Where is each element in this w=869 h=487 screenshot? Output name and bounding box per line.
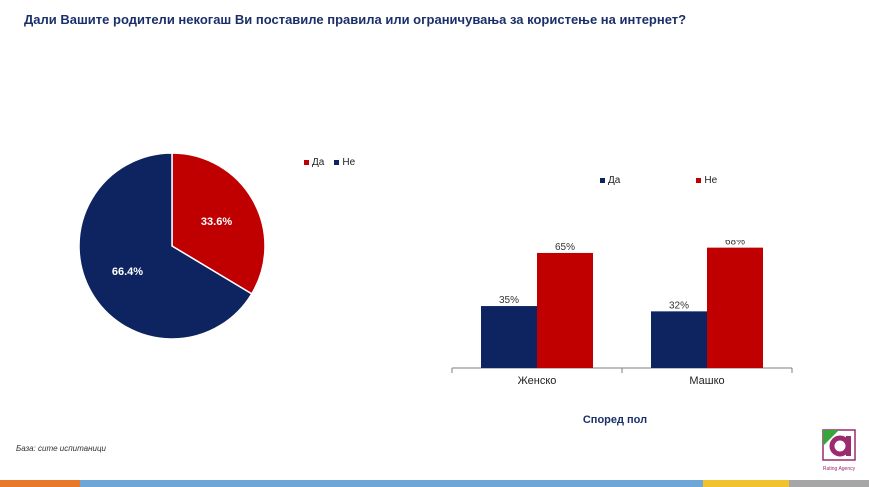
- bar-Машко-Не: [707, 247, 763, 368]
- bar-data-label: 65%: [555, 242, 575, 253]
- pie-slice-da: [171, 152, 266, 295]
- bar-category-label: Машко: [689, 375, 724, 387]
- bar-Женско-Да: [481, 306, 537, 368]
- pie-legend: Да Не: [304, 157, 365, 168]
- bar-data-label: 35%: [499, 295, 519, 306]
- bar-data-label: 68%: [725, 240, 745, 248]
- bar-legend-label-da: Да: [608, 175, 621, 186]
- bar-legend-swatch-ne: [696, 178, 702, 183]
- pie-data-label-ne: 66.4%: [112, 266, 143, 278]
- footer-segment-gray: [789, 480, 869, 487]
- bar-category-label: Женско: [518, 375, 557, 387]
- footer-segment-blue: [80, 480, 703, 487]
- bar-chart-xlabel: Според пол: [582, 414, 648, 426]
- pie-legend-swatch-da: [304, 160, 309, 165]
- bar-legend-label-ne: Не: [704, 175, 718, 186]
- footer-bar: [0, 480, 869, 487]
- pie-data-label-da: 33.6%: [201, 216, 232, 228]
- pie-legend-item-ne: Не: [334, 157, 355, 168]
- pie-legend-item-da: Да: [304, 157, 324, 168]
- bar-legend-item-da: Да: [600, 175, 620, 186]
- rating-agency-logo: Rating Agency: [822, 429, 856, 472]
- page-title: Дали Вашите родители некогаш Ви поставил…: [24, 12, 687, 27]
- bar-legend-swatch-da: [600, 178, 605, 183]
- bar-legend-item-ne: Не: [696, 175, 717, 186]
- pie-chart: 33.6% 66.4%: [78, 152, 266, 340]
- pie-slice-ne: [78, 152, 253, 340]
- bar-data-label: 32%: [669, 300, 689, 311]
- pie-legend-label-da: Да: [312, 157, 325, 168]
- footer-segment-yellow: [703, 480, 789, 487]
- bar-legend: Да Не: [600, 175, 793, 186]
- base-note: База: сите испитаници: [16, 444, 106, 453]
- bar-Машко-Да: [651, 311, 707, 368]
- bar-chart: 35% 65% Женско 32% 68% Машко: [451, 240, 793, 387]
- bar-Женско-Не: [537, 252, 593, 368]
- footer-segment-orange: [0, 480, 80, 487]
- pie-legend-swatch-ne: [334, 160, 340, 165]
- svg-text:Rating Agency: Rating Agency: [823, 466, 856, 472]
- pie-legend-label-ne: Не: [342, 157, 356, 168]
